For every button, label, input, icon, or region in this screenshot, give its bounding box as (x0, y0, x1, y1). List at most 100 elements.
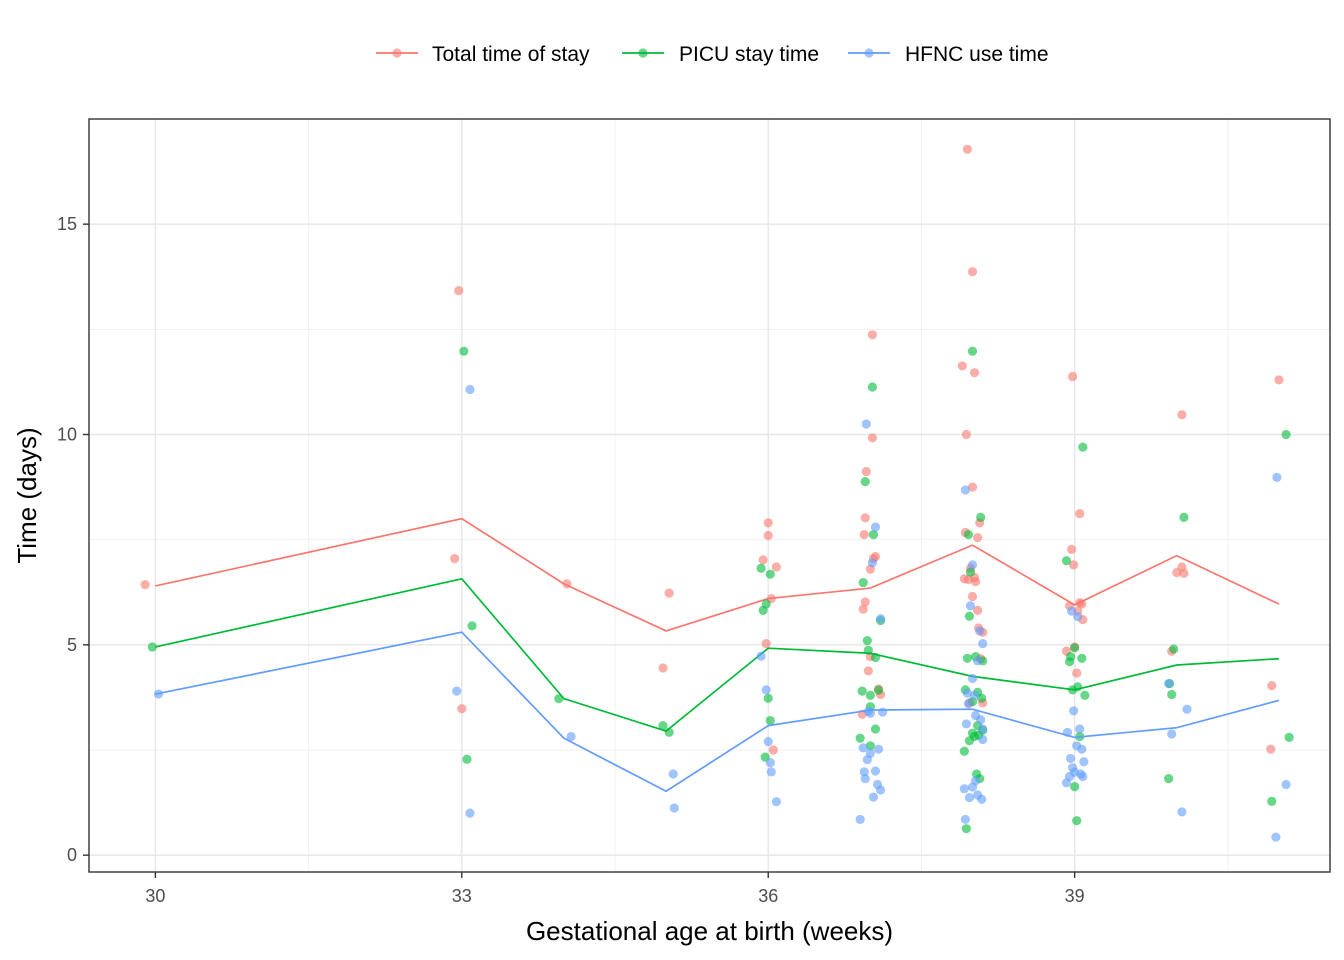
x-tick-label: 33 (452, 886, 472, 906)
picu-stay-time-point (959, 746, 969, 756)
total-time-of-stay-mean-line (155, 517, 1280, 632)
picu-stay-time-point (467, 621, 477, 631)
legend-item-hfnc-use-time: HFNC use time (848, 43, 1049, 66)
picu-stay-time-point (765, 715, 775, 726)
picu-stay-time-point (1061, 556, 1072, 566)
total-time-of-stay-point (450, 554, 460, 564)
hfnc-use-time-point (860, 774, 870, 784)
hfnc-use-time-point (875, 614, 886, 624)
hfnc-use-time-point (1164, 678, 1174, 689)
picu-stay-time-point (1169, 644, 1179, 654)
x-tick-label: 39 (1065, 886, 1085, 906)
hfnc-use-time-point (1079, 757, 1089, 767)
hfnc-use-time-point (1167, 729, 1177, 739)
total-time-of-stay-point (858, 604, 868, 614)
total-time-of-stay-point (969, 368, 980, 378)
legend-item-picu-stay-time: PICU stay time (622, 43, 819, 66)
picu-stay-time-point (963, 530, 974, 540)
hfnc-use-time-point (978, 724, 988, 734)
total-time-of-stay-point (973, 532, 983, 543)
hfnc-use-time-point (960, 814, 970, 825)
hfnc-use-time-point (963, 699, 974, 709)
total-time-of-stay-point (970, 577, 981, 587)
panel-border (88, 118, 1331, 873)
total-time-of-stay-point (761, 638, 771, 649)
total-time-of-stay-point (768, 745, 778, 755)
hfnc-use-time-point (875, 785, 886, 795)
picu-stay-time-point (658, 721, 668, 731)
total-time-of-stay-point (957, 361, 967, 371)
total-time-of-stay-point (1177, 410, 1187, 420)
hfnc-use-time-point (761, 685, 771, 695)
hfnc-use-time-point (1281, 779, 1291, 790)
x-tick-label: 36 (758, 886, 778, 906)
total-time-of-stay-point (961, 429, 971, 440)
total-time-of-stay-point (1069, 560, 1079, 570)
hfnc-use-time-point (858, 743, 868, 753)
picu-stay-time-point (1281, 429, 1291, 440)
picu-stay-time-point (1167, 689, 1177, 700)
hfnc-use-time-point (1272, 472, 1282, 483)
hfnc-use-time-point (766, 767, 776, 777)
grid (89, 118, 1330, 872)
hfnc-use-time-point (452, 686, 462, 696)
total-time-of-stay-point (859, 530, 869, 540)
hfnc-use-time-point (960, 485, 970, 495)
total-time-of-stay-point (771, 562, 782, 572)
picu-stay-time-point (1080, 690, 1090, 700)
picu-stay-time-point (1070, 782, 1080, 792)
y-tick-label: 10 (57, 425, 77, 445)
plot-panel (88, 118, 1331, 873)
legend-label: PICU stay time (679, 43, 819, 66)
hfnc-use-time-point (965, 601, 976, 611)
hfnc-use-time-point (970, 776, 981, 786)
total-time-of-stay-point (664, 588, 674, 598)
total-time-of-stay-series (140, 144, 1284, 755)
x-axis: 30 33 36 39 (145, 872, 1085, 906)
hfnc-use-time-point (1271, 832, 1281, 842)
total-time-of-stay-point (863, 666, 873, 676)
hfnc-use-time-series (153, 384, 1291, 842)
total-time-of-stay-point (967, 267, 978, 277)
picu-stay-time-point (868, 530, 879, 540)
legend-item-total-time-of-stay: Total time of stay (376, 43, 590, 66)
legend-key-point (638, 48, 648, 58)
hfnc-use-time-point (1078, 771, 1088, 782)
hfnc-use-time-point (763, 736, 773, 747)
total-time-of-stay-point (1068, 371, 1078, 382)
total-time-of-stay-point (962, 144, 973, 154)
picu-stay-time-point (462, 754, 472, 764)
hfnc-use-time-point (961, 719, 971, 729)
hfnc-use-time-point (975, 626, 985, 636)
hfnc-use-time-point (1177, 807, 1187, 817)
hfnc-use-time-point (976, 715, 986, 725)
hfnc-use-time-point (868, 792, 879, 802)
y-tick-label: 5 (67, 635, 77, 655)
legend: Total time of stay PICU stay time HFNC use… (376, 43, 1049, 66)
total-time-of-stay-point (763, 530, 773, 541)
total-time-of-stay-point (967, 482, 978, 492)
picu-stay-time-point (965, 567, 976, 577)
hfnc-use-time-point (959, 784, 969, 794)
picu-stay-time-point (1078, 442, 1088, 452)
hfnc-use-time-point (1075, 724, 1085, 734)
picu-stay-time-point (976, 512, 986, 522)
total-time-of-stay-point (763, 518, 773, 528)
hfnc-use-time-point (861, 419, 871, 429)
hfnc-use-time-point (977, 794, 987, 804)
picu-stay-time-point (977, 693, 987, 703)
picu-stay-time-point (862, 636, 872, 646)
picu-stay-time-point (1164, 774, 1174, 784)
total-time-of-stay-point (861, 466, 871, 477)
legend-label: Total time of stay (432, 43, 590, 66)
picu-stay-time-point (756, 563, 766, 573)
picu-stay-time-point (1077, 653, 1087, 663)
picu-stay-time-point (870, 724, 881, 734)
picu-stay-time-point (865, 741, 875, 751)
picu-stay-time-point (962, 653, 973, 663)
total-time-of-stay-point (1072, 668, 1082, 678)
x-tick-label: 30 (145, 886, 165, 906)
hfnc-use-time-point (669, 803, 679, 813)
total-time-of-stay-point (1179, 568, 1189, 578)
hfnc-use-time-point (1066, 606, 1077, 616)
